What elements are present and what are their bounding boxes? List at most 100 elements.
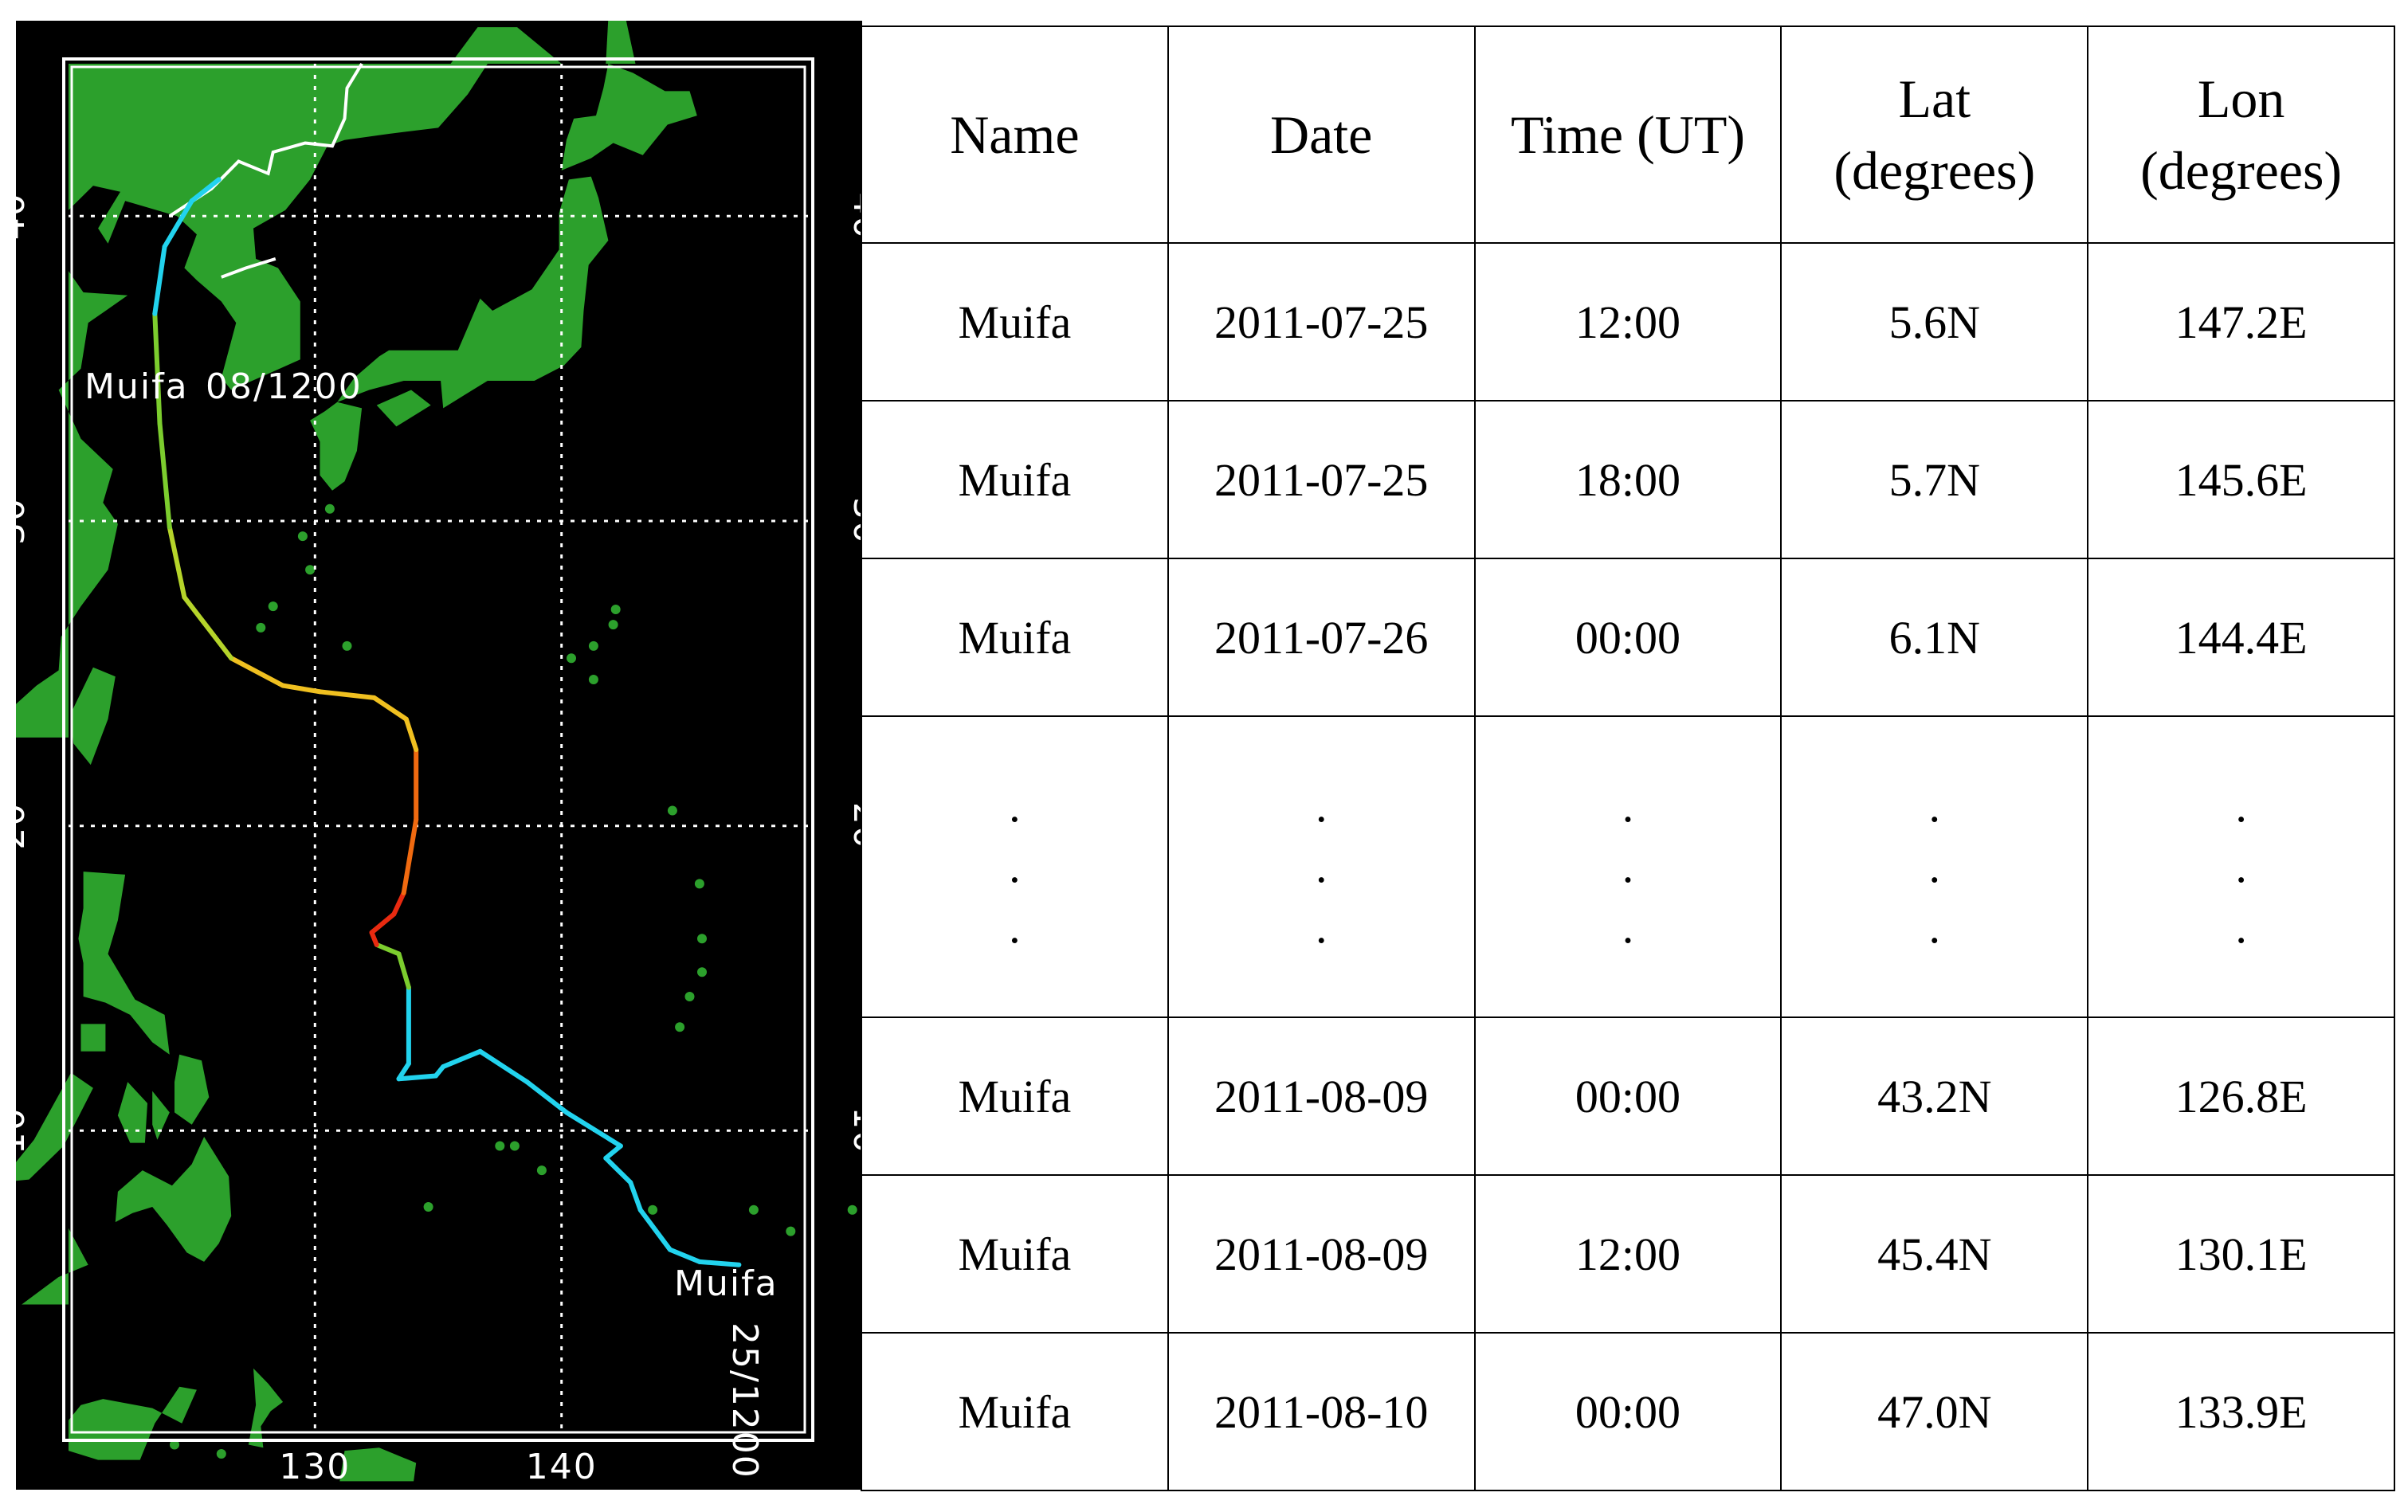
track-start-time: 25/1200 bbox=[724, 1322, 765, 1479]
table-cell: Muifa bbox=[861, 1174, 1169, 1334]
land-islet bbox=[697, 934, 707, 944]
track-segment bbox=[628, 1180, 643, 1212]
track-end-time: 08/1200 bbox=[206, 366, 363, 407]
land-islet bbox=[748, 1205, 759, 1215]
land-islet bbox=[324, 503, 335, 514]
ellipsis-dot: . bbox=[1622, 780, 1634, 832]
outer-frame bbox=[62, 57, 814, 1442]
ellipsis-dot: . bbox=[1622, 901, 1634, 953]
table-cell: 2011-08-09 bbox=[1167, 1174, 1476, 1334]
ellipsis-dot: . bbox=[1315, 901, 1328, 953]
track-segment bbox=[396, 1061, 411, 1082]
ellipsis-dot: . bbox=[1315, 780, 1328, 832]
track-segment bbox=[157, 421, 172, 530]
land-islet bbox=[610, 605, 621, 614]
ellipsis-cell: ... bbox=[1167, 715, 1476, 1018]
land-panay-negros bbox=[117, 1082, 147, 1143]
track-segment bbox=[369, 911, 397, 935]
ellipsis-dot: . bbox=[2235, 901, 2247, 953]
track-segment bbox=[229, 656, 286, 688]
ellipsis-cell: ... bbox=[2087, 715, 2395, 1018]
lat-lon-grid bbox=[69, 64, 808, 1436]
table-cell: 130.1E bbox=[2087, 1174, 2395, 1334]
ellipsis-dot: . bbox=[1009, 780, 1021, 832]
table-row: Muifa 2011-07-26 00:00 6.1N 144.4E bbox=[861, 558, 2395, 717]
lat-tick-label-left: 30 bbox=[16, 497, 33, 545]
track-segment bbox=[401, 817, 419, 895]
land-islet bbox=[342, 640, 352, 651]
track-segment bbox=[563, 1110, 623, 1149]
table-cell: Muifa bbox=[861, 1332, 1169, 1491]
land-russian-coast bbox=[450, 27, 562, 64]
land-sakhalin bbox=[606, 21, 636, 64]
land-islet bbox=[305, 565, 316, 575]
table-cell: 12:00 bbox=[1473, 242, 1782, 402]
ellipsis-dot: . bbox=[1928, 901, 1941, 953]
track-segment bbox=[603, 1155, 633, 1185]
table-cell: 5.6N bbox=[1780, 242, 2089, 402]
land-masses bbox=[16, 21, 857, 1482]
land-islet bbox=[170, 1440, 179, 1450]
lon-tick-label: 130 bbox=[279, 1447, 351, 1487]
ellipsis-dot: . bbox=[1928, 780, 1941, 832]
track-segment bbox=[603, 1143, 623, 1161]
table-cell: 145.6E bbox=[2087, 400, 2395, 559]
land-islet bbox=[697, 967, 707, 977]
table-cell: 147.2E bbox=[2087, 242, 2395, 402]
track-segment bbox=[441, 1048, 483, 1069]
ellipsis-cell: ... bbox=[861, 715, 1169, 1018]
ellipsis-cell: ... bbox=[1473, 715, 1782, 1018]
ellipsis-dot: . bbox=[1009, 840, 1021, 892]
column-header: Lon (degrees) bbox=[2087, 25, 2395, 244]
track-segment bbox=[152, 244, 167, 316]
table-cell: 133.9E bbox=[2087, 1332, 2395, 1491]
land-mainland-korea bbox=[69, 64, 488, 390]
land-islet bbox=[588, 640, 598, 651]
table-cell: Muifa bbox=[861, 400, 1169, 559]
land-shikoku bbox=[376, 390, 431, 427]
land-islet bbox=[536, 1165, 547, 1176]
track-segment bbox=[152, 311, 163, 426]
track-segment bbox=[696, 1259, 742, 1267]
land-islet bbox=[588, 675, 598, 684]
ocean bbox=[16, 21, 862, 1490]
table-cell: 2011-08-09 bbox=[1167, 1016, 1476, 1176]
land-mindanao bbox=[115, 1137, 232, 1262]
lat-tick-label-left: 20 bbox=[16, 802, 33, 850]
table-row: Muifa 2011-08-09 12:00 45.4N 130.1E bbox=[861, 1174, 2395, 1334]
table-cell: 2011-07-26 bbox=[1167, 558, 1476, 717]
land-islet bbox=[297, 531, 308, 542]
storm-track-table: Name Date Time (UT) Lat (degrees) Lon (degrees… bbox=[861, 25, 2395, 1491]
track-segment bbox=[167, 524, 187, 600]
table-cell: Muifa bbox=[861, 558, 1169, 717]
lat-tick-label-left: 10 bbox=[16, 1107, 33, 1154]
land-hokkaido bbox=[561, 64, 697, 170]
table-cell: 18:00 bbox=[1473, 400, 1782, 559]
table-row: Muifa 2011-07-25 18:00 5.7N 145.6E bbox=[861, 400, 2395, 559]
track-segment bbox=[396, 951, 411, 990]
country-border bbox=[168, 62, 363, 279]
land-islet bbox=[786, 1226, 796, 1236]
track-start-label: Muifa bbox=[674, 1263, 778, 1304]
table-row: Muifa 2011-08-09 00:00 43.2N 126.8E bbox=[861, 1016, 2395, 1176]
ellipsis-dot: . bbox=[1315, 840, 1328, 892]
table-cell: Muifa bbox=[861, 242, 1169, 402]
land-honshu bbox=[337, 176, 609, 409]
lat-tick-label-right: 10 bbox=[845, 1107, 862, 1154]
map-canvas: Muifa 08/1200 Muifa 25/1200 10 10 20 20 30 30… bbox=[16, 21, 862, 1490]
table-cell: 47.0N bbox=[1780, 1332, 2089, 1491]
column-header: Name bbox=[861, 25, 1169, 244]
table-cell: 12:00 bbox=[1473, 1174, 1782, 1334]
column-header: Date bbox=[1167, 25, 1476, 244]
land-islet bbox=[684, 992, 695, 1001]
map-labels: Muifa 08/1200 Muifa 25/1200 bbox=[84, 366, 778, 1479]
track-segment bbox=[477, 1048, 530, 1085]
table-cell: 2011-07-25 bbox=[1167, 400, 1476, 559]
table-row: Muifa 2011-08-10 00:00 47.0N 133.9E bbox=[861, 1332, 2395, 1491]
table-cell: 2011-08-10 bbox=[1167, 1332, 1476, 1491]
table-row: Muifa 2011-07-25 12:00 5.6N 147.2E bbox=[861, 242, 2395, 402]
track-segment bbox=[637, 1207, 673, 1252]
table-cell: 00:00 bbox=[1473, 1332, 1782, 1491]
table-cell: 00:00 bbox=[1473, 558, 1782, 717]
land-taiwan bbox=[71, 667, 116, 766]
